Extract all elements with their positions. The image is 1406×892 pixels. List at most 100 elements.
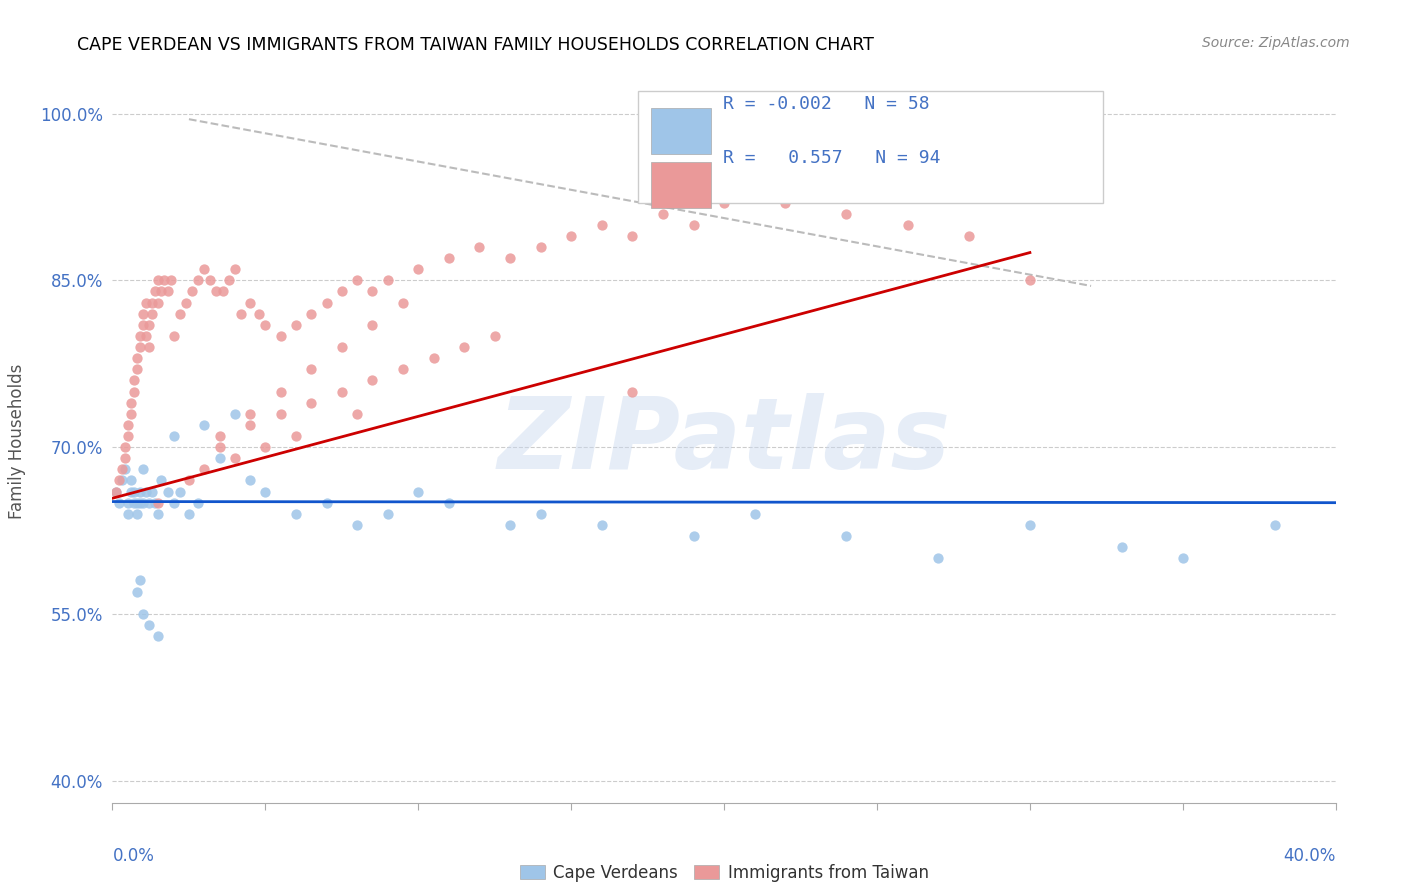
Point [591, 218, 613, 232]
Point [138, 340, 160, 354]
Point [218, 273, 240, 287]
Point [169, 307, 191, 321]
Point [193, 262, 215, 277]
Point [125, 351, 148, 366]
Point [122, 384, 145, 399]
Point [775, 195, 797, 210]
Text: ZIPatlas: ZIPatlas [498, 393, 950, 490]
Point [361, 318, 384, 332]
Point [135, 329, 157, 343]
Point [1111, 540, 1133, 554]
Point [156, 484, 179, 499]
Point [453, 340, 475, 354]
Point [897, 218, 920, 232]
Text: R = -0.002   N = 58: R = -0.002 N = 58 [723, 95, 929, 112]
Point [141, 484, 163, 499]
Legend: Cape Verdeans, Immigrants from Taiwan: Cape Verdeans, Immigrants from Taiwan [513, 857, 935, 888]
Point [163, 496, 186, 510]
Point [138, 496, 160, 510]
Point [138, 318, 160, 332]
Point [129, 340, 152, 354]
Point [330, 285, 353, 299]
Point [208, 440, 231, 454]
Point [150, 474, 173, 488]
FancyBboxPatch shape [651, 108, 710, 154]
Text: 0.0%: 0.0% [112, 847, 155, 865]
Point [392, 362, 415, 376]
FancyBboxPatch shape [638, 91, 1104, 203]
Point [120, 474, 142, 488]
Point [224, 451, 246, 466]
Point [437, 496, 460, 510]
Point [141, 295, 163, 310]
Point [957, 228, 980, 243]
Point [143, 285, 166, 299]
Point [315, 496, 337, 510]
Point [1018, 273, 1040, 287]
Point [117, 496, 139, 510]
Point [682, 529, 704, 543]
Point [299, 362, 322, 376]
Point [330, 340, 353, 354]
Point [270, 407, 292, 421]
Point [744, 507, 766, 521]
Point [927, 551, 949, 566]
Point [132, 307, 155, 321]
Point [211, 285, 233, 299]
Point [247, 307, 270, 321]
Point [117, 429, 139, 443]
Point [132, 496, 155, 510]
Point [621, 228, 644, 243]
Point [1018, 517, 1040, 532]
Point [169, 484, 191, 499]
Point [107, 496, 129, 510]
Point [254, 484, 277, 499]
Point [129, 496, 152, 510]
Point [117, 507, 139, 521]
Point [120, 484, 142, 499]
Point [120, 395, 142, 409]
Point [208, 429, 231, 443]
Point [163, 329, 186, 343]
Point [239, 407, 262, 421]
Point [125, 507, 148, 521]
Point [148, 629, 170, 643]
Point [159, 273, 181, 287]
Point [111, 462, 134, 476]
Point [682, 218, 704, 232]
Point [392, 295, 415, 310]
Text: CAPE VERDEAN VS IMMIGRANTS FROM TAIWAN FAMILY HOUSEHOLDS CORRELATION CHART: CAPE VERDEAN VS IMMIGRANTS FROM TAIWAN F… [77, 36, 875, 54]
Point [361, 373, 384, 387]
Point [437, 251, 460, 265]
Point [141, 307, 163, 321]
Point [193, 417, 215, 432]
Y-axis label: Family Households: Family Households [8, 364, 25, 519]
Point [239, 417, 262, 432]
Point [408, 262, 430, 277]
Point [148, 273, 170, 287]
Text: 40.0%: 40.0% [1284, 847, 1336, 865]
Point [299, 395, 322, 409]
Point [346, 407, 368, 421]
Point [117, 417, 139, 432]
Point [299, 307, 322, 321]
Point [239, 474, 262, 488]
Point [377, 273, 399, 287]
Point [484, 329, 506, 343]
Point [835, 207, 858, 221]
Text: Source: ZipAtlas.com: Source: ZipAtlas.com [1202, 36, 1350, 50]
Point [181, 285, 204, 299]
Point [104, 484, 127, 499]
Point [132, 462, 155, 476]
Point [122, 373, 145, 387]
Point [361, 285, 384, 299]
Point [200, 273, 222, 287]
Point [713, 195, 735, 210]
Point [114, 451, 136, 466]
Point [284, 429, 308, 443]
Point [229, 307, 252, 321]
Point [132, 318, 155, 332]
Point [107, 474, 129, 488]
Point [177, 474, 200, 488]
Point [270, 384, 292, 399]
